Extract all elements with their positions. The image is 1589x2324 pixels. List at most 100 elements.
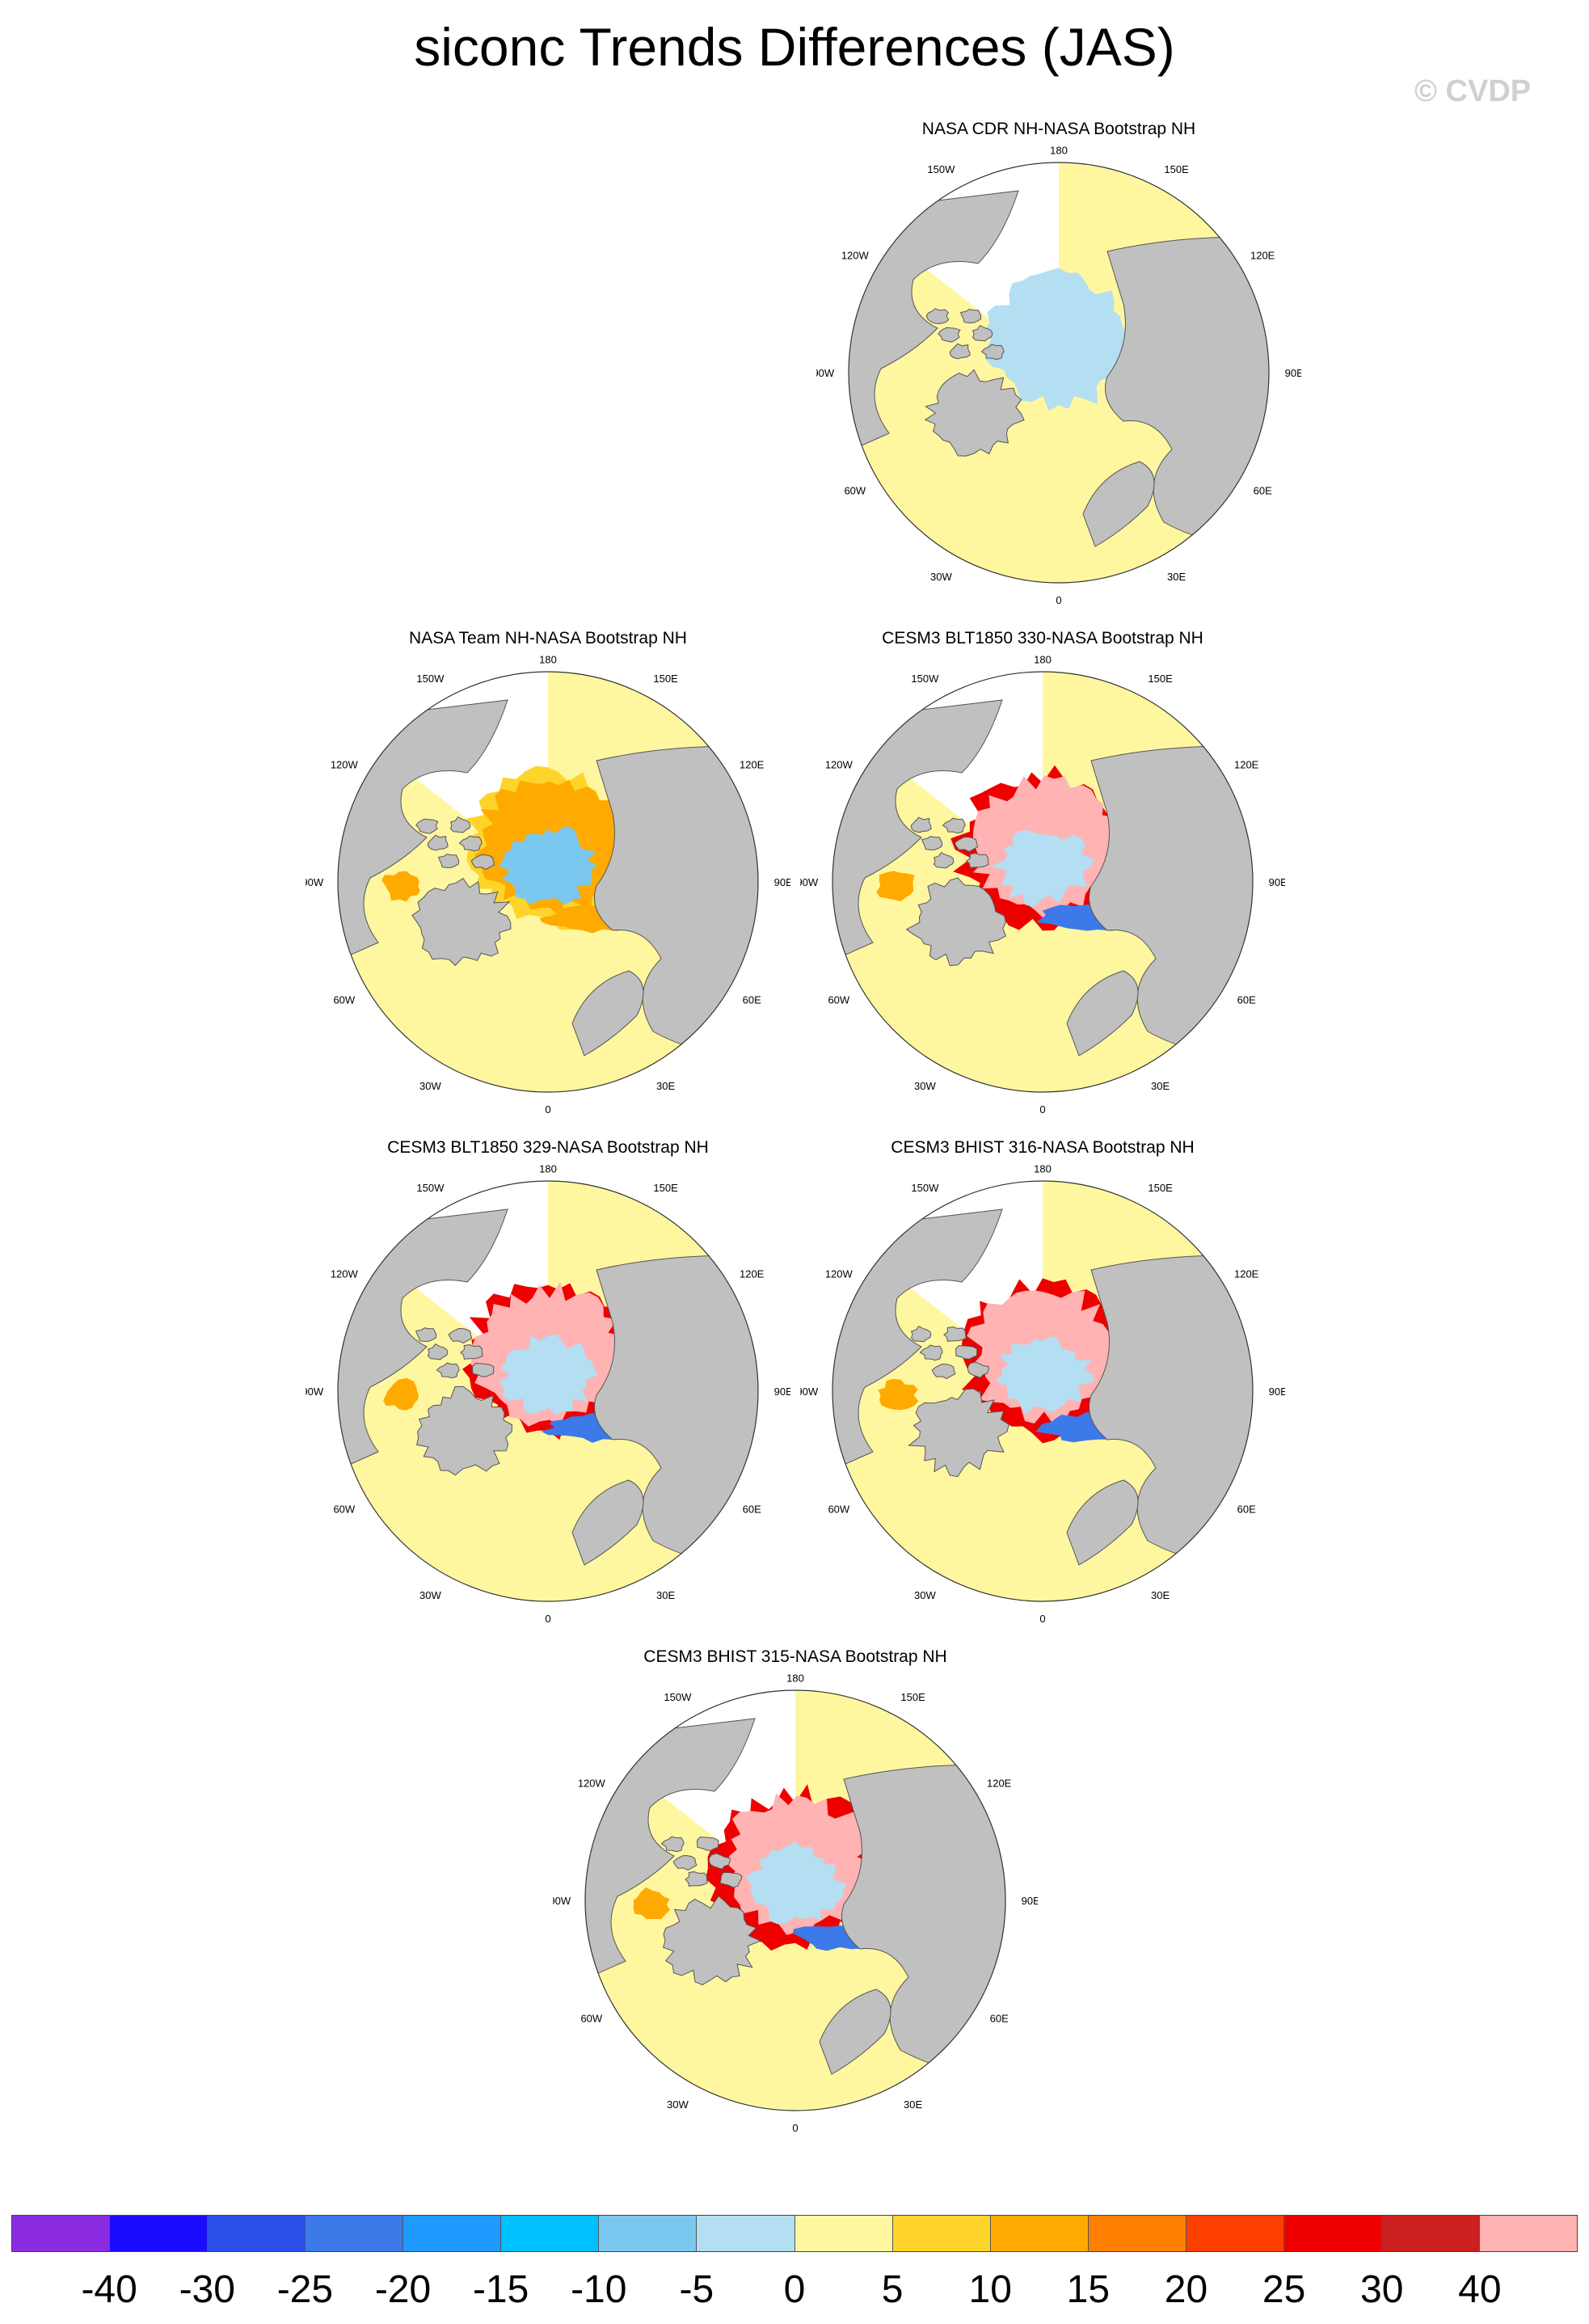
colorbar-swatch: [208, 2216, 306, 2251]
colorbar-tick-label: 20: [1164, 2268, 1208, 2311]
longitude-label: 120E: [740, 1267, 765, 1280]
longitude-label: 150W: [911, 673, 939, 685]
polar-map: 180 0 150W 150E 120W 120E 90W 90E 60W 60E 30W 30E: [306, 1162, 790, 1624]
longitude-label: 30E: [1151, 1080, 1170, 1092]
panel-cesm3-blt1850-330: CESM3 BLT1850 330-NASA Bootstrap NH 180 0…: [800, 629, 1285, 1116]
longitude-label: 90E: [1269, 1386, 1285, 1398]
longitude-label: 0: [1056, 594, 1061, 606]
colorbar-tick-label: 15: [1066, 2268, 1111, 2311]
panel-title: CESM3 BLT1850 329-NASA Bootstrap NH: [387, 1138, 709, 1157]
colorbar-tick-label: -30: [179, 2268, 235, 2311]
longitude-label: 90W: [553, 1895, 571, 1907]
longitude-label: 180: [539, 653, 557, 665]
longitude-label: 90W: [816, 367, 835, 379]
colorbar-tick-label: 0: [783, 2268, 806, 2311]
longitude-label: 0: [1039, 1103, 1045, 1116]
colorbar-tick-label: -40: [81, 2268, 137, 2311]
longitude-label: 120E: [1250, 249, 1275, 261]
longitude-label: 90E: [1285, 367, 1301, 379]
longitude-label: 30E: [656, 1589, 675, 1601]
panel-title: NASA CDR NH-NASA Bootstrap NH: [921, 120, 1196, 138]
longitude-label: 30W: [419, 1589, 441, 1601]
colorbar-swatch: [1186, 2216, 1284, 2251]
panel-cesm3-blt1850-329: CESM3 BLT1850 329-NASA Bootstrap NH 180 0…: [306, 1138, 790, 1625]
panel-title: CESM3 BHIST 315-NASA Bootstrap NH: [643, 1647, 947, 1666]
longitude-label: 30W: [930, 571, 952, 583]
longitude-label: 120E: [740, 758, 765, 770]
panel-title: NASA Team NH-NASA Bootstrap NH: [409, 629, 687, 647]
longitude-label: 150W: [416, 673, 445, 685]
longitude-label: 60E: [743, 994, 761, 1006]
colorbar-swatch: [794, 2216, 893, 2251]
colorbar: [11, 2215, 1578, 2252]
colorbar-tick-label: 30: [1360, 2268, 1404, 2311]
longitude-label: 120W: [578, 1777, 606, 1789]
longitude-label: 30E: [1151, 1589, 1170, 1601]
colorbar-swatch: [990, 2216, 1089, 2251]
longitude-label: 60W: [828, 1504, 849, 1516]
longitude-label: 0: [792, 2122, 798, 2134]
colorbar-tick-label: 10: [968, 2268, 1012, 2311]
longitude-label: 120E: [987, 1777, 1012, 1789]
longitude-label: 90E: [1022, 1895, 1038, 1907]
longitude-label: 150E: [1148, 673, 1173, 685]
panel-cesm3-bhist-316: CESM3 BHIST 316-NASA Bootstrap NH 180 0 15…: [800, 1138, 1285, 1625]
longitude-label: 60W: [580, 2013, 602, 2025]
polar-map: 180 0 150W 150E 120W 120E 90W 90E 60W 60E 30W 30E: [800, 653, 1285, 1116]
colorbar-tick-label: 25: [1262, 2268, 1306, 2311]
longitude-label: 30E: [904, 2098, 922, 2111]
colorbar-swatch: [892, 2216, 991, 2251]
longitude-label: 120E: [1234, 1267, 1259, 1280]
longitude-label: 60W: [828, 994, 849, 1006]
colorbar-swatch: [403, 2216, 502, 2251]
colorbar-tick-label: 5: [881, 2268, 904, 2311]
longitude-label: 90E: [1269, 876, 1285, 888]
longitude-label: 60W: [333, 1504, 355, 1516]
colorbar-tick-label: -5: [679, 2268, 714, 2311]
longitude-label: 150E: [900, 1691, 925, 1703]
longitude-label: 60E: [1237, 994, 1256, 1006]
polar-map: 180 0 150W 150E 120W 120E 90W 90E 60W 60E 30W 30E: [816, 144, 1301, 606]
colorbar-swatch: [12, 2216, 111, 2251]
longitude-label: 120W: [331, 758, 359, 770]
longitude-label: 0: [545, 1103, 550, 1116]
longitude-label: 90W: [800, 876, 819, 888]
longitude-label: 180: [1050, 144, 1068, 156]
longitude-label: 150E: [653, 1182, 678, 1194]
polar-map: 180 0 150W 150E 120W 120E 90W 90E 60W 60E 30W 30E: [306, 653, 790, 1116]
longitude-label: 60E: [1237, 1504, 1256, 1516]
longitude-label: 150W: [927, 163, 955, 175]
colorbar-tick-label: 40: [1458, 2268, 1502, 2311]
longitude-label: 30E: [656, 1080, 675, 1092]
colorbar-swatch: [599, 2216, 698, 2251]
longitude-label: 120W: [825, 1267, 854, 1280]
longitude-label: 150W: [664, 1691, 692, 1703]
longitude-label: 150E: [1164, 163, 1189, 175]
longitude-label: 90W: [306, 1386, 324, 1398]
colorbar-tick-label: -25: [276, 2268, 334, 2311]
longitude-label: 60E: [743, 1504, 761, 1516]
longitude-label: 60E: [1254, 485, 1272, 497]
longitude-label: 30W: [914, 1080, 936, 1092]
colorbar-swatch: [697, 2216, 795, 2251]
longitude-label: 90W: [306, 876, 324, 888]
longitude-label: 0: [1039, 1613, 1045, 1625]
figure-title: siconc Trends Differences (JAS): [414, 17, 1175, 77]
colorbar-swatch: [1479, 2216, 1577, 2251]
longitude-label: 180: [539, 1162, 557, 1175]
longitude-label: 120E: [1234, 758, 1259, 770]
longitude-label: 120W: [825, 758, 854, 770]
longitude-label: 150E: [1148, 1182, 1173, 1194]
colorbar-tick-label: -15: [472, 2268, 529, 2311]
longitude-label: 180: [786, 1672, 804, 1684]
longitude-label: 90E: [774, 876, 790, 888]
longitude-label: 150W: [911, 1182, 939, 1194]
longitude-label: 180: [1034, 653, 1052, 665]
longitude-label: 120W: [841, 249, 870, 261]
longitude-label: 120W: [331, 1267, 359, 1280]
polar-map: 180 0 150W 150E 120W 120E 90W 90E 60W 60E 30W 30E: [553, 1672, 1038, 2134]
longitude-label: 150W: [416, 1182, 445, 1194]
colorbar-swatch: [306, 2216, 404, 2251]
longitude-label: 30W: [914, 1589, 936, 1601]
colorbar-tick-label: -10: [571, 2268, 627, 2311]
